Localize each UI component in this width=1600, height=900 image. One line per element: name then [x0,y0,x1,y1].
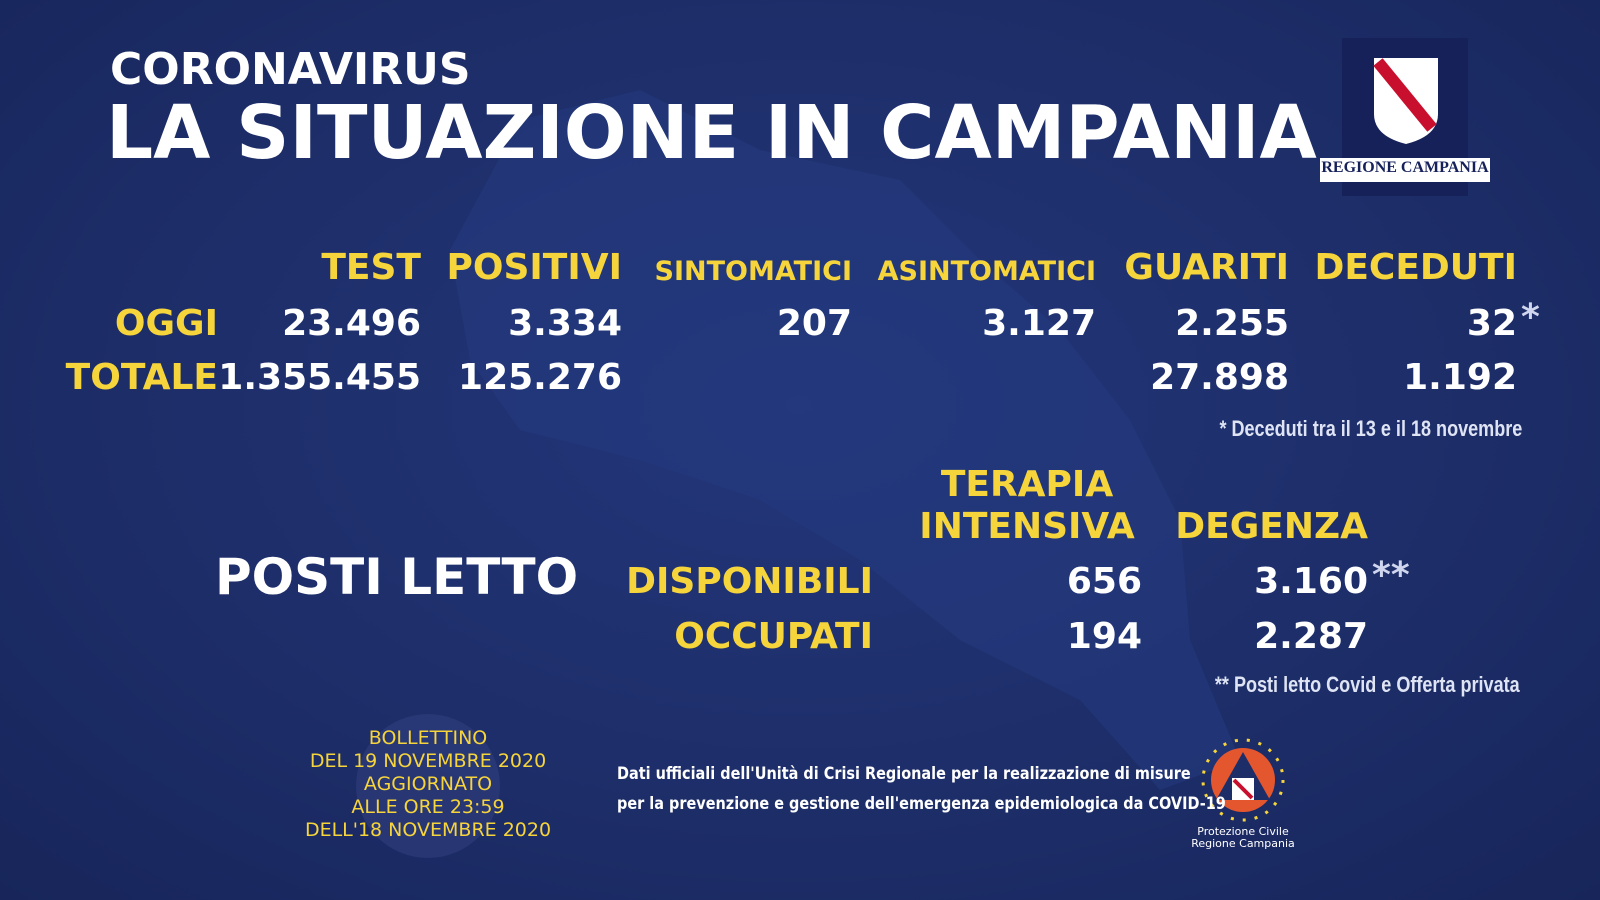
column-header: TEST [321,247,421,288]
cell-value: 656 [1066,561,1142,602]
civil-protection-logo [1201,738,1285,822]
column-header: DECEDUTI [1314,247,1517,288]
cell-value: 27.898 [1150,357,1289,398]
cell-value: 32 [1466,303,1517,344]
row-label: TOTALE [65,357,218,398]
row-label: DISPONIBILI [626,561,873,602]
cell-value: 1.355.455 [218,357,421,398]
cell-value: 3.334 [508,303,622,344]
bulletin-line: DELL'18 NOVEMBRE 2020 [304,819,552,841]
map-silhouette [450,90,1240,790]
cell-value: 207 [776,303,852,344]
source-line: Dati ufficiali dell'Unità di Crisi Regio… [617,764,1191,784]
marker: * [1521,297,1540,338]
section-title: POSTI LETTO [215,548,579,606]
title: LA SITUAZIONE IN CAMPANIA [106,90,1317,176]
row-label: OCCUPATI [674,616,873,657]
cell-value: 3.160 [1254,561,1368,602]
cell-value: 3.127 [982,303,1096,344]
column-header: TERAPIA INTENSIVA [919,464,1135,547]
cell-value: 125.276 [458,357,622,398]
virus-icon [356,714,500,858]
column-header: GUARITI [1124,247,1289,288]
column-header: ASINTOMATICI [877,256,1096,287]
cell-value: 23.496 [282,303,421,344]
kicker: CORONAVIRUS [110,44,471,95]
footnote: * Deceduti tra il 13 e il 18 novembre [1219,416,1522,441]
column-header: DEGENZA [1175,506,1368,547]
cell-value: 1.192 [1403,357,1517,398]
marker: ** [1372,555,1410,596]
footnote: ** Posti letto Covid e Offerta privata [1215,672,1520,697]
bulletin-line: ALLE ORE 23:59 [351,796,505,818]
source-line: per la prevenzione e gestione dell'emerg… [617,794,1226,814]
logo-caption: Regione Campania [1191,837,1295,850]
column-header: POSITIVI [446,247,622,288]
bulletin-line: DEL 19 NOVEMBRE 2020 [309,750,547,772]
column-header: SINTOMATICI [654,256,852,287]
bulletin-line: AGGIORNATO [363,773,493,795]
logo-caption: Protezione Civile [1197,825,1289,838]
bulletin-line: BOLLETTINO [368,727,488,749]
cell-value: 2.287 [1254,616,1368,657]
cell-value: 2.255 [1175,303,1289,344]
logo-text: REGIONE CAMPANIA [1321,159,1489,176]
region-logo [1320,38,1490,196]
row-label: OGGI [114,303,218,344]
cell-value: 194 [1066,616,1142,657]
